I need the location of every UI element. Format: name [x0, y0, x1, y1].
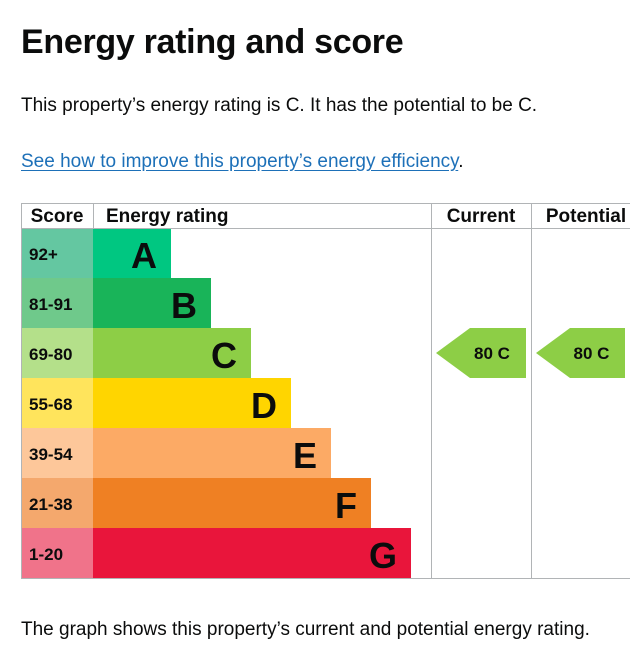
rating-bar-a — [93, 228, 171, 278]
score-range-f: 21-38 — [29, 495, 72, 514]
page-title: Energy rating and score — [21, 23, 404, 61]
header-energy-rating: Energy rating — [106, 206, 228, 227]
potential-rating-arrow-label: 80 C — [574, 344, 610, 363]
current-rating-arrow-label: 80 C — [474, 344, 510, 363]
rating-letter-e: E — [293, 435, 317, 476]
score-cell-a — [21, 228, 93, 278]
rating-bar-b — [93, 278, 211, 328]
rating-bar-d — [93, 378, 291, 428]
score-range-g: 1-20 — [29, 545, 63, 564]
rating-bar-f — [93, 478, 371, 528]
rating-letter-d: D — [251, 385, 277, 426]
potential-rating-arrow — [536, 328, 625, 378]
link-suffix: . — [458, 151, 464, 172]
rating-bar-e — [93, 428, 331, 478]
score-range-a: 92+ — [29, 245, 58, 264]
header-potential: Potential — [546, 206, 626, 227]
score-cell-g — [21, 528, 93, 578]
current-rating-arrow — [436, 328, 526, 378]
rating-letter-b: B — [171, 285, 197, 326]
rating-bar-c — [93, 328, 251, 378]
rating-letter-g: G — [369, 535, 397, 576]
score-range-c: 69-80 — [29, 345, 72, 364]
score-cell-c — [21, 328, 93, 378]
rating-letter-a: A — [131, 235, 157, 276]
score-cell-b — [21, 278, 93, 328]
rating-bar-g — [93, 528, 411, 578]
rating-letter-c: C — [211, 335, 237, 376]
graph-caption: The graph shows this property’s current … — [21, 619, 590, 640]
score-cell-f — [21, 478, 93, 528]
header-current: Current — [447, 206, 516, 227]
header-score: Score — [31, 206, 84, 227]
rating-letter-f: F — [335, 485, 357, 526]
improve-energy-efficiency-link[interactable]: See how to improve this property’s energ… — [21, 151, 459, 172]
improve-link-paragraph: See how to improve this property’s energ… — [21, 150, 464, 174]
score-cell-d — [21, 378, 93, 428]
score-range-b: 81-91 — [29, 295, 72, 314]
score-cell-e — [21, 428, 93, 478]
graph-border — [21, 203, 630, 579]
score-range-d: 55-68 — [29, 395, 72, 414]
score-range-e: 39-54 — [29, 445, 73, 464]
rating-summary: This property’s energy rating is C. It h… — [21, 95, 538, 116]
